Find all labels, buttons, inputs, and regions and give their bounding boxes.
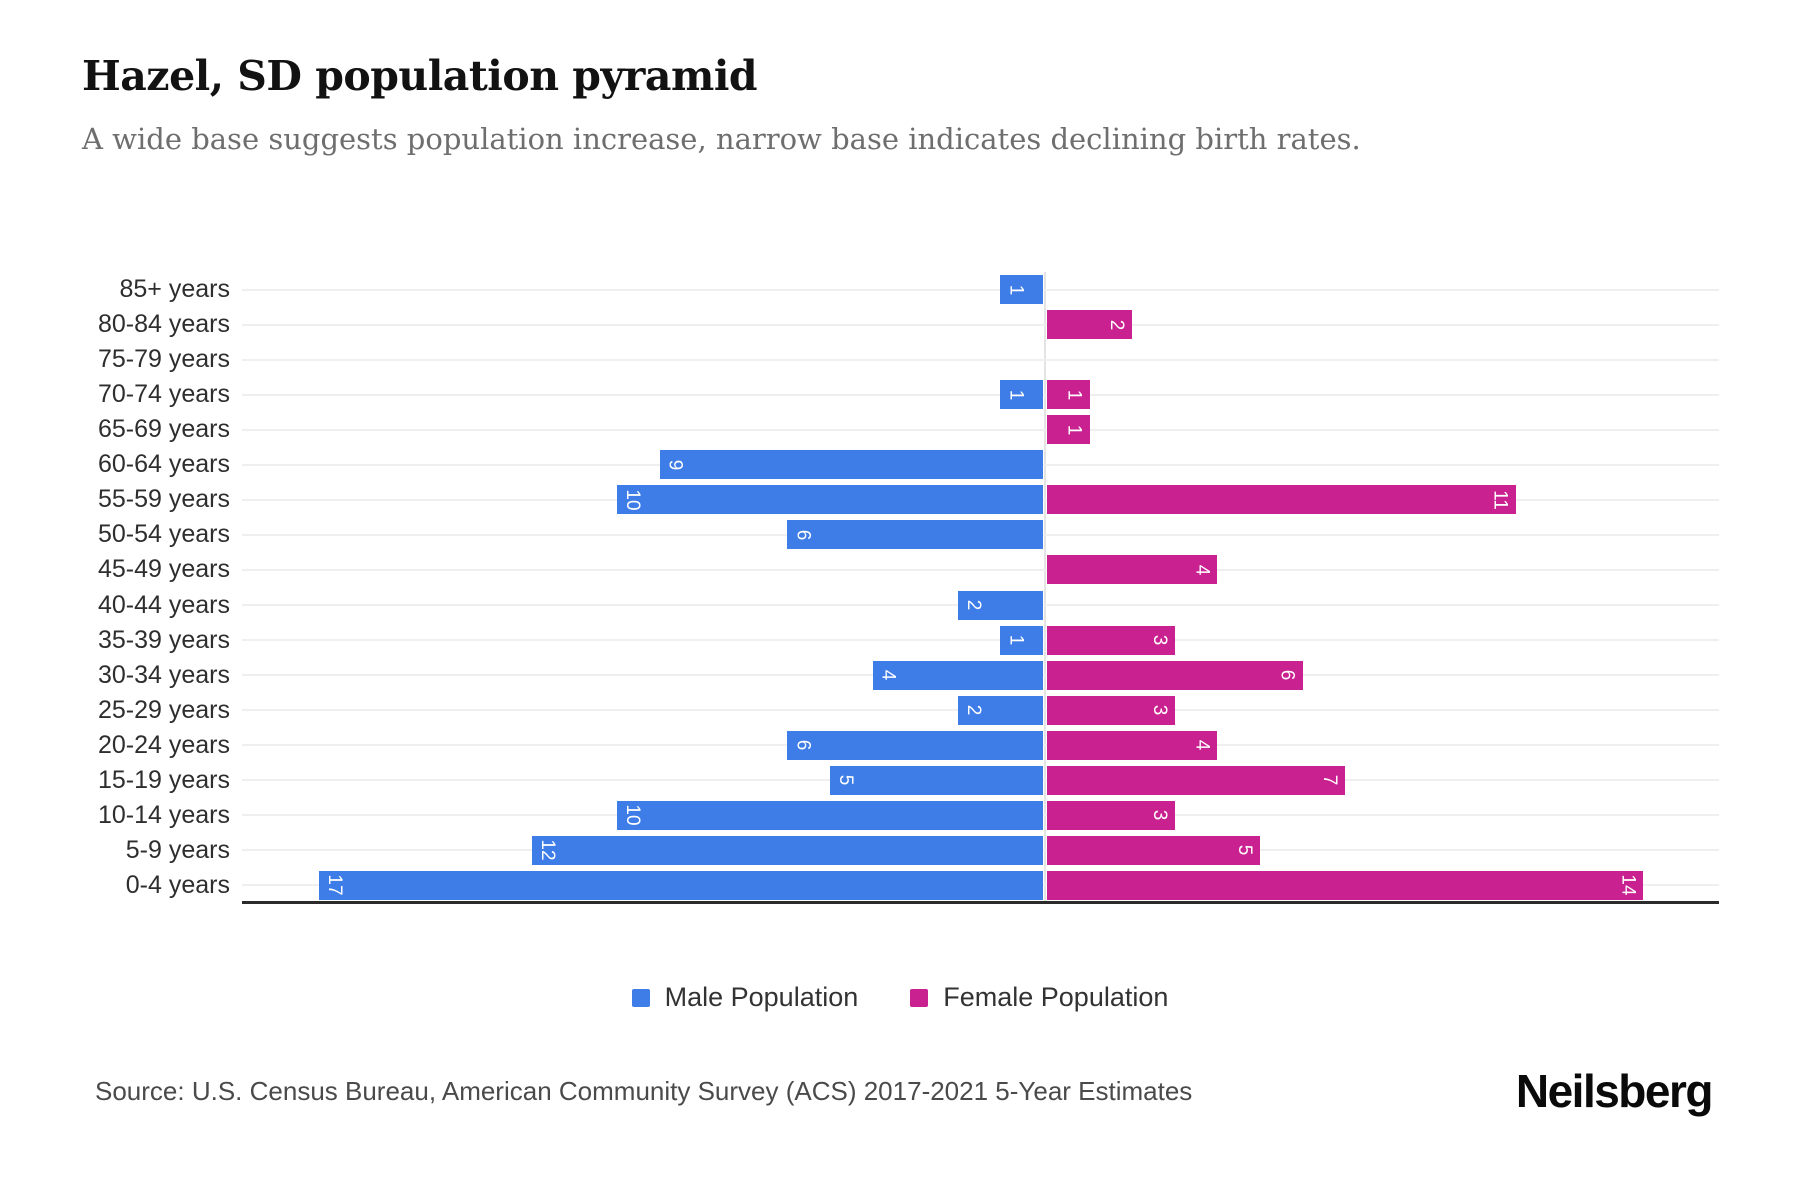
female-bar[interactable]: 1 [1047,380,1090,410]
y-axis-label: 40-44 years [97,590,230,619]
chart-subtitle: A wide base suggests population increase… [82,122,1361,156]
male-bar[interactable]: 12 [531,835,1043,865]
y-axis-label: 25-29 years [97,695,230,724]
y-axis-label: 0-4 years [125,870,230,899]
bar-value-label: 17 [323,874,345,897]
male-bar[interactable]: 4 [872,660,1043,690]
female-bar[interactable]: 1 [1047,415,1090,445]
bar-value-label: 4 [1191,564,1213,576]
gridline [242,323,1719,326]
legend-label: Male Population [664,982,859,1012]
bar-value-label: 1 [1005,634,1027,646]
y-axis-label: 10-14 years [97,800,230,829]
source-text: Source: U.S. Census Bureau, American Com… [95,1075,1193,1106]
bar-value-label: 4 [877,669,899,681]
male-bar[interactable]: 6 [787,520,1043,550]
bar-value-label: 1 [1005,284,1027,295]
y-axis-label: 85+ years [119,275,231,304]
female-bar[interactable]: 3 [1047,625,1175,655]
legend-swatch-icon [910,988,929,1007]
female-bar[interactable]: 7 [1047,765,1346,795]
male-bar[interactable]: 10 [617,485,1043,515]
bar-value-label: 6 [1276,669,1298,681]
page-title: Hazel, SD population pyramid [82,52,758,100]
y-axis-label: 65-69 years [97,415,230,444]
gridline [242,393,1719,396]
female-bar[interactable]: 11 [1047,485,1516,515]
female-bar[interactable]: 3 [1047,800,1175,830]
y-axis-label: 75-79 years [97,345,230,374]
legend-item[interactable]: Male Population [631,982,859,1013]
male-bar[interactable]: 6 [787,730,1043,760]
bar-value-label: 1 [1063,424,1085,436]
y-axis-label: 50-54 years [97,520,230,549]
legend: Male Population Female Population [0,982,1800,1013]
female-bar[interactable]: 4 [1047,555,1218,585]
y-axis-label: 80-84 years [97,310,230,339]
female-bar[interactable]: 5 [1047,835,1260,865]
gridline [242,639,1719,642]
bar-value-label: 11 [1489,489,1511,510]
y-axis-label: 30-34 years [97,660,230,689]
bar-value-label: 10 [622,804,643,826]
y-axis-label: 5-9 years [125,835,230,864]
gridline [242,428,1719,431]
bar-value-label: 12 [536,839,558,861]
female-bar[interactable]: 6 [1047,660,1303,690]
bar-value-label: 1 [1063,389,1085,400]
male-bar[interactable]: 1 [1000,380,1043,410]
bar-value-label: 2 [962,704,984,716]
female-bar[interactable]: 4 [1047,730,1218,760]
bar-value-label: 6 [792,739,814,751]
y-axis-label: 35-39 years [97,625,230,654]
male-bar[interactable]: 10 [617,800,1043,830]
bar-value-label: 3 [1148,704,1170,716]
female-bar[interactable]: 3 [1047,695,1175,725]
bar-value-label: 4 [1191,739,1213,751]
bar-value-label: 9 [664,459,686,471]
bar-value-label: 2 [1106,319,1128,330]
bar-value-label: 2 [962,599,984,611]
bar-value-label: 6 [792,529,814,541]
legend-item[interactable]: Female Population [910,982,1168,1013]
bar-value-label: 10 [622,489,643,511]
gridline [242,288,1719,291]
bar-value-label: 7 [1319,775,1341,786]
male-bar[interactable]: 2 [957,590,1043,620]
gridline [242,568,1719,571]
bar-value-label: 14 [1617,874,1639,897]
gridline [242,358,1719,361]
y-axis-label: 70-74 years [97,380,230,409]
male-bar[interactable]: 2 [957,695,1043,725]
bar-value-label: 5 [1234,845,1255,856]
y-axis-label: 45-49 years [97,555,230,584]
y-axis-label: 20-24 years [97,730,230,759]
legend-swatch-icon [631,988,650,1007]
male-bar[interactable]: 1 [1000,625,1043,655]
bar-value-label: 1 [1005,389,1027,400]
male-bar[interactable]: 9 [659,450,1043,480]
bar-value-label: 3 [1148,634,1170,646]
plot-area: 1 1 9 10 6 2 1 4 2 6 5 10 12 17 2 1 1 11 4 3 6 3 4 7 3 5 14 [242,272,1719,904]
female-bar[interactable]: 14 [1047,870,1644,900]
male-bar[interactable]: 5 [830,765,1043,795]
bar-value-label: 3 [1148,810,1170,821]
male-bar[interactable]: 1 [1000,275,1043,305]
y-axis-label: 55-59 years [97,485,230,514]
y-axis-labels: 85+ years 80-84 years 75-79 years 70-74 yea… [0,272,230,903]
bar-value-label: 5 [835,775,856,786]
male-bar[interactable]: 17 [318,870,1043,900]
y-axis-label: 15-19 years [97,765,230,794]
y-axis-label: 60-64 years [97,450,230,479]
x-axis-line [242,901,1719,904]
brand-logo: Neilsberg [1515,1065,1714,1117]
legend-label: Female Population [943,982,1169,1012]
female-bar[interactable]: 2 [1047,310,1133,340]
center-gridline [1044,272,1046,903]
footer: Source: U.S. Census Bureau, American Com… [95,1058,1714,1124]
